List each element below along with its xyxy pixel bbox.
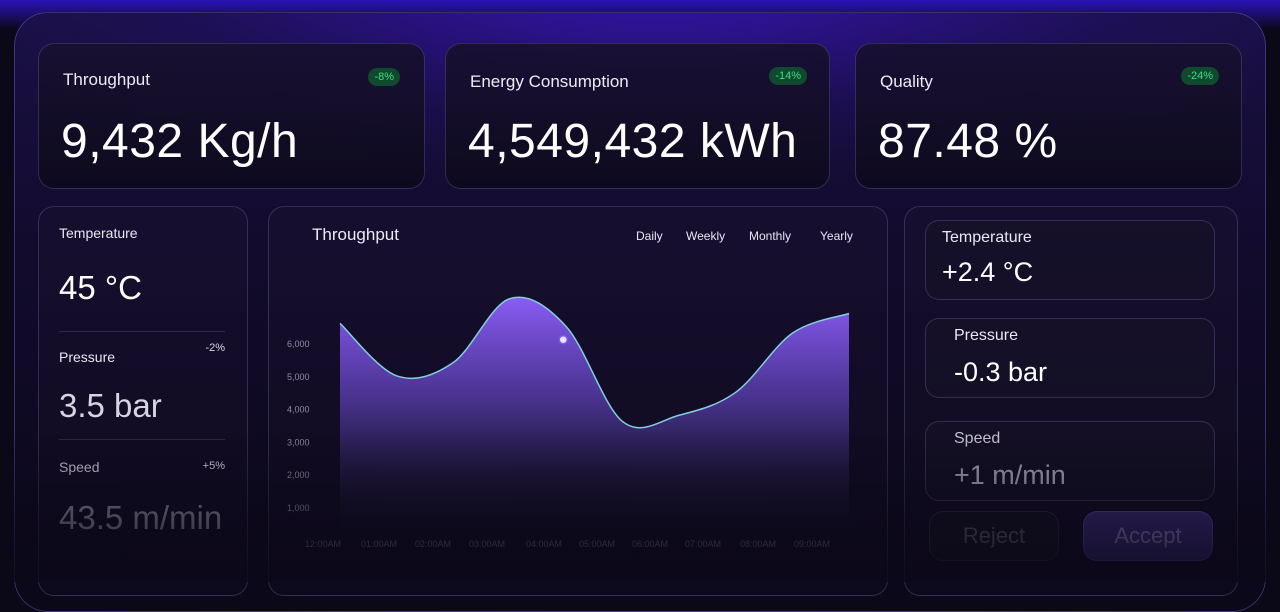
x-tick-label: 09:00AM xyxy=(794,539,830,549)
x-tick-label: 01:00AM xyxy=(361,539,397,549)
temperature-value: 45 °C xyxy=(59,269,142,306)
temperature-adjust-value: +2.4 °C xyxy=(942,257,1034,287)
speed-label: Speed xyxy=(59,459,100,475)
temperature-label: Temperature xyxy=(942,229,1032,246)
tab-monthly[interactable]: Monthly xyxy=(749,229,792,243)
pressure-value: 3.5 bar xyxy=(59,387,162,424)
kpi-title: Quality xyxy=(880,72,933,91)
pressure-label: Pressure xyxy=(59,349,116,365)
kpi-badge: -14% xyxy=(769,67,807,85)
kpi-value: 87.48 % xyxy=(878,115,1058,168)
kpi-card-throughput: Throughput -8% 9,432 Kg/h xyxy=(38,43,425,189)
y-tick-label: 3,000 xyxy=(287,437,310,447)
temperature-label: Temperature xyxy=(59,225,138,241)
divider xyxy=(59,331,225,332)
y-tick-label: 6,000 xyxy=(287,339,310,349)
kpi-value: 9,432 Kg/h xyxy=(61,115,299,168)
chart-title: Throughput xyxy=(312,225,399,244)
y-tick-label: 5,000 xyxy=(287,372,310,382)
accept-button[interactable]: Accept xyxy=(1083,511,1213,561)
throughput-chart-card: Throughput Daily Weekly Monthly Yearly 1… xyxy=(268,206,888,596)
kpi-badge: -8% xyxy=(368,68,400,86)
pressure-adjust-box: Pressure -0.3 bar xyxy=(925,318,1215,398)
metrics-panel: Temperature 45 °C Pressure -2% 3.5 bar S… xyxy=(38,206,248,596)
x-tick-label: 08:00AM xyxy=(740,539,776,549)
speed-adjust-box: Speed +1 m/min xyxy=(925,421,1215,501)
x-tick-label: 07:00AM xyxy=(685,539,721,549)
adjustments-panel: Temperature +2.4 °C Pressure -0.3 bar Sp… xyxy=(904,206,1238,596)
highlight-point[interactable] xyxy=(558,334,568,345)
speed-label: Speed xyxy=(954,430,1001,447)
kpi-badge: -24% xyxy=(1181,67,1219,85)
throughput-line xyxy=(339,296,850,429)
kpi-title: Energy Consumption xyxy=(470,72,629,91)
kpi-title: Throughput xyxy=(63,70,150,89)
tab-yearly[interactable]: Yearly xyxy=(820,229,853,243)
tab-daily[interactable]: Daily xyxy=(636,229,663,243)
x-tick-label: 05:00AM xyxy=(579,539,615,549)
y-tick-label: 2,000 xyxy=(287,470,310,480)
x-tick-label: 03:00AM xyxy=(469,539,505,549)
throughput-chart: 1,000 2,000 3,000 4,000 5,000 6,000 12:00AM 01:… xyxy=(287,296,850,549)
x-tick-label: 04:00AM xyxy=(526,539,562,549)
kpi-value: 4,549,432 kWh xyxy=(468,115,798,168)
speed-value: 43.5 m/min xyxy=(59,499,223,536)
pressure-label: Pressure xyxy=(954,327,1019,344)
tab-weekly[interactable]: Weekly xyxy=(686,229,726,243)
speed-adjust-value: +1 m/min xyxy=(954,460,1066,490)
y-tick-label: 4,000 xyxy=(287,405,310,415)
x-tick-label: 06:00AM xyxy=(632,539,668,549)
pressure-adjust-value: -0.3 bar xyxy=(954,357,1048,387)
throughput-area xyxy=(340,297,849,527)
temperature-adjust-box: Temperature +2.4 °C xyxy=(925,220,1215,300)
x-tick-label: 12:00AM xyxy=(305,539,341,549)
speed-delta: +5% xyxy=(202,460,225,472)
kpi-card-quality: Quality -24% 87.48 % xyxy=(855,43,1242,189)
x-tick-label: 02:00AM xyxy=(415,539,451,549)
pressure-delta: -2% xyxy=(205,342,225,354)
reject-button[interactable]: Reject xyxy=(929,511,1059,561)
divider xyxy=(59,439,225,440)
y-tick-label: 1,000 xyxy=(287,503,310,513)
kpi-card-energy: Energy Consumption -14% 4,549,432 kWh xyxy=(445,43,830,189)
